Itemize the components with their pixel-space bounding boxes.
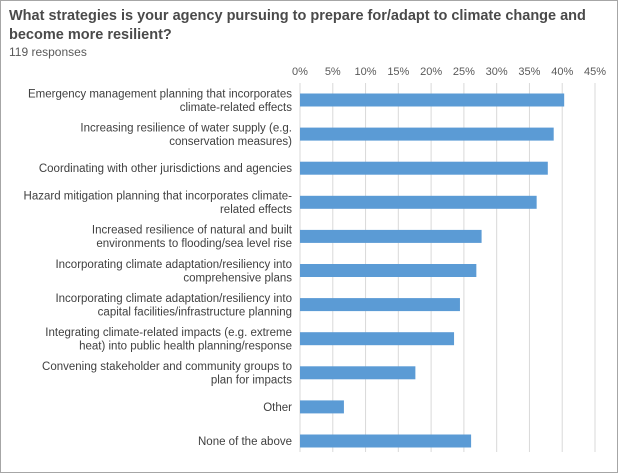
bar: [300, 298, 460, 312]
category-label: Emergency management planning that incor…: [28, 88, 292, 100]
bar: [300, 161, 548, 175]
category-label: environments to flooding/sea level rise: [96, 238, 292, 250]
bar: [300, 434, 472, 448]
category-label: Increasing resilience of water supply (e…: [80, 122, 292, 134]
category-label: Other: [263, 402, 292, 414]
category-label: Convening stakeholder and community grou…: [42, 361, 292, 373]
bar: [300, 127, 554, 141]
x-tick-label: 25%: [453, 66, 475, 78]
bar: [300, 366, 416, 380]
x-tick-label: 15%: [387, 66, 409, 78]
x-tick-label: 30%: [486, 66, 508, 78]
x-tick-label: 45%: [584, 66, 606, 78]
bar: [300, 332, 455, 346]
category-label: None of the above: [198, 436, 292, 448]
category-label: capital facilities/infrastructure planni…: [98, 306, 292, 318]
x-tick-label: 0%: [292, 66, 308, 78]
chart-subtitle: 119 responses: [9, 45, 87, 59]
category-label: plan for impacts: [211, 375, 292, 387]
category-label: Integrating climate-related impacts (e.g…: [45, 327, 292, 339]
category-label: Hazard mitigation planning that incorpor…: [24, 191, 293, 203]
bar: [300, 400, 344, 414]
category-label: Incorporating climate adaptation/resilie…: [55, 259, 292, 271]
bar: [300, 195, 537, 209]
category-label: Coordinating with other jurisdictions an…: [39, 163, 292, 175]
chart-title: What strategies is your agency pursuing …: [9, 8, 586, 43]
category-label: Incorporating climate adaptation/resilie…: [55, 293, 292, 305]
category-label: climate-related effects: [180, 102, 293, 114]
category-label: related effects: [220, 204, 292, 216]
category-label: conservation measures): [169, 136, 292, 148]
bar: [300, 264, 477, 277]
category-label: heat) into public health planning/respon…: [79, 340, 292, 352]
x-tick-label: 5%: [325, 66, 341, 78]
bar: [300, 229, 482, 243]
x-tick-label: 35%: [518, 66, 540, 78]
x-tick-label: 40%: [551, 66, 573, 78]
bar: [300, 93, 565, 107]
category-label: comprehensive plans: [183, 272, 292, 284]
x-tick-label: 20%: [420, 66, 442, 78]
category-label: Increased resilience of natural and buil…: [92, 225, 293, 237]
x-tick-label: 10%: [355, 66, 377, 78]
